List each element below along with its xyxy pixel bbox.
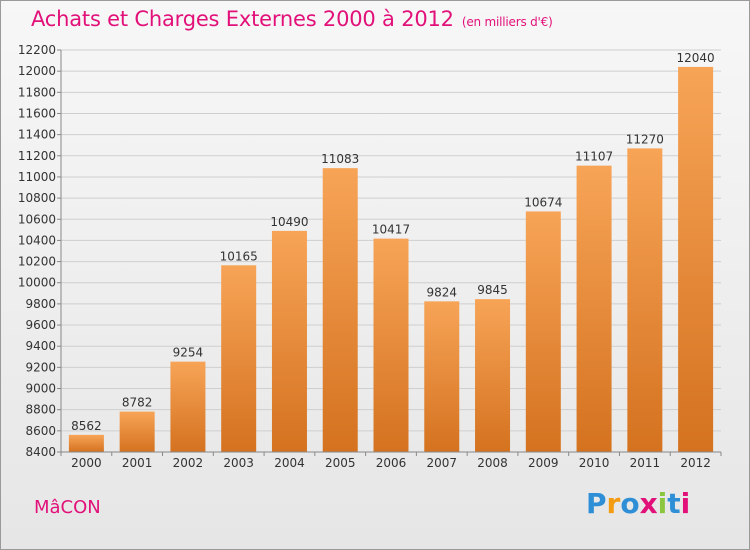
bar-value-label: 9845: [477, 283, 508, 297]
bar: [373, 238, 409, 452]
bar-value-label: 11107: [575, 150, 613, 164]
logo-letter: i: [680, 487, 691, 520]
proxiti-logo[interactable]: Proxiti: [586, 487, 690, 520]
x-tick-label: 2012: [680, 456, 711, 470]
bar-value-label: 10417: [372, 223, 410, 237]
y-tick-label: 11600: [18, 106, 56, 120]
bar-value-label: 11270: [626, 132, 664, 146]
bar-value-label: 9254: [173, 346, 204, 360]
bar: [576, 165, 612, 452]
x-tick-label: 2009: [528, 456, 559, 470]
bar: [119, 411, 155, 452]
logo-letter: o: [620, 487, 640, 520]
y-tick-label: 9000: [25, 382, 56, 396]
x-tick-label: 2008: [477, 456, 508, 470]
x-tick-label: 2005: [325, 456, 356, 470]
y-tick-label: 12200: [18, 43, 56, 57]
y-tick-label: 8600: [25, 424, 56, 438]
y-tick-label: 12000: [18, 64, 56, 78]
bar-value-label: 8782: [122, 396, 153, 410]
city-name: MâCON: [34, 497, 101, 518]
y-tick-label: 10600: [18, 212, 56, 226]
bar-value-label: 8562: [71, 419, 102, 433]
logo-letter: r: [606, 487, 621, 520]
bar-value-label: 10490: [270, 215, 308, 229]
bar-value-label: 11083: [321, 152, 359, 166]
y-tick-label: 11200: [18, 149, 56, 163]
bar-value-label: 12040: [677, 51, 715, 65]
bar: [68, 434, 104, 452]
y-tick-label: 9800: [25, 297, 56, 311]
bar: [170, 361, 206, 452]
chart-unit: (en milliers d'€): [461, 15, 553, 29]
logo-letter: t: [667, 487, 681, 520]
x-tick-label: 2006: [376, 456, 407, 470]
y-tick-label: 9200: [25, 360, 56, 374]
y-tick-label: 8800: [25, 403, 56, 417]
x-tick-label: 2010: [579, 456, 610, 470]
chart-title-text: Achats et Charges Externes 2000 à 2012: [31, 7, 454, 31]
bar: [271, 230, 307, 452]
bar-value-label: 10165: [220, 249, 258, 263]
bar: [525, 211, 561, 452]
bar: [627, 148, 663, 452]
logo-letter: i: [657, 487, 668, 520]
bars: 8562 8782 9254 10165 10490 11083 10417 9824 9845…: [68, 51, 715, 452]
y-axis: 8400 8600 8800 9000 9200 9400 9600 9800 10000 102…: [18, 43, 62, 459]
y-tick-label: 11400: [18, 128, 56, 142]
y-tick-label: 11800: [18, 85, 56, 99]
chart-title: Achats et Charges Externes 2000 à 2012 (e…: [31, 7, 553, 31]
y-tick-label: 10400: [18, 233, 56, 247]
x-tick-label: 2011: [630, 456, 661, 470]
bar-value-label: 9824: [426, 285, 457, 299]
y-tick-label: 10800: [18, 191, 56, 205]
y-tick-label: 8400: [25, 445, 56, 459]
bar-value-label: 10674: [524, 195, 562, 209]
bar: [678, 66, 714, 452]
x-tick-label: 2007: [426, 456, 457, 470]
x-tick-label: 2003: [223, 456, 254, 470]
y-tick-label: 9400: [25, 339, 56, 353]
logo-letter: P: [586, 487, 607, 520]
bar: [221, 265, 257, 452]
x-tick-label: 2002: [173, 456, 204, 470]
bar: [475, 299, 511, 452]
x-tick-label: 2001: [122, 456, 153, 470]
y-tick-label: 11000: [18, 170, 56, 184]
bar: [424, 301, 460, 452]
y-tick-label: 9600: [25, 318, 56, 332]
x-tick-label: 2000: [71, 456, 102, 470]
x-tick-label: 2004: [274, 456, 305, 470]
x-axis: 2000 2001 2002 2003 2004 2005 2006 2007 2008 2009…: [60, 451, 722, 470]
y-tick-label: 10200: [18, 255, 56, 269]
y-tick-label: 10000: [18, 276, 56, 290]
logo-letter: x: [639, 487, 658, 520]
bar: [322, 168, 358, 452]
